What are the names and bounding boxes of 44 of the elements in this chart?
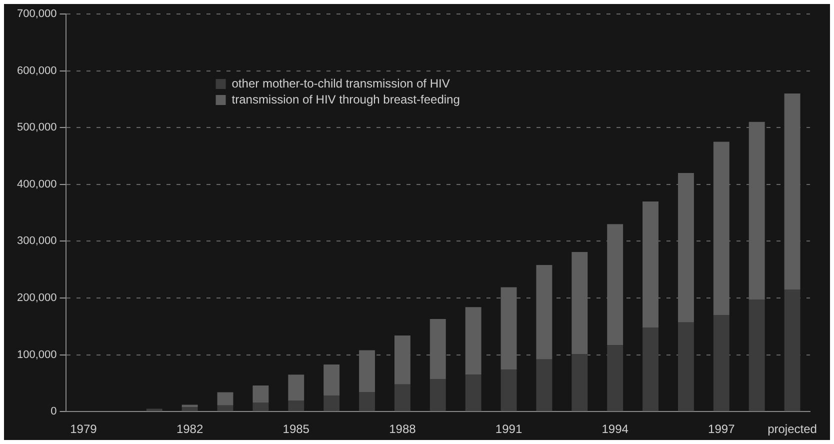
legend-label: transmission of HIV through breast-feeding [232,92,460,106]
x-tick-label: 1979 [70,422,98,436]
bar [784,94,800,290]
x-tick-label: 1985 [282,422,310,436]
y-tick-label: 100,000 [16,348,57,361]
y-tick-label: 600,000 [16,64,57,77]
y-tick-label: 700,000 [16,8,57,20]
x-tick-label: projected [768,422,817,436]
x-tick-label: 1991 [495,422,522,436]
y-tick-label: 200,000 [16,292,57,304]
x-tick-label: 1982 [176,422,204,436]
bar [572,354,588,412]
x-tick-label: 1997 [708,422,736,436]
y-tick-label: 400,000 [16,178,57,190]
bar [359,392,375,412]
bar [713,315,730,412]
bar [430,379,446,412]
bar [500,370,517,412]
bar [324,364,340,396]
y-tick-label: 0 [50,406,57,418]
bar [252,402,269,412]
bar [678,322,694,412]
y-tick-label: 500,000 [16,122,57,134]
bar [324,396,340,412]
bar [252,385,269,403]
bar [394,335,410,384]
bar [536,265,552,360]
bar [465,307,482,375]
bar [784,289,800,412]
legend-label: other mother-to-child transmission of HIV [232,76,450,90]
bar [465,374,482,412]
bar [217,405,234,412]
bar [748,300,765,412]
bar [536,359,552,412]
x-tick-label: 1994 [602,422,629,436]
bar [288,374,304,401]
bar [182,407,198,412]
bar [217,392,234,406]
y-tick-label: 300,000 [16,235,57,248]
bar [394,384,410,412]
bar [642,328,658,412]
bar [288,400,304,412]
bar [607,345,624,412]
x-tick-label: 1988 [389,422,416,436]
